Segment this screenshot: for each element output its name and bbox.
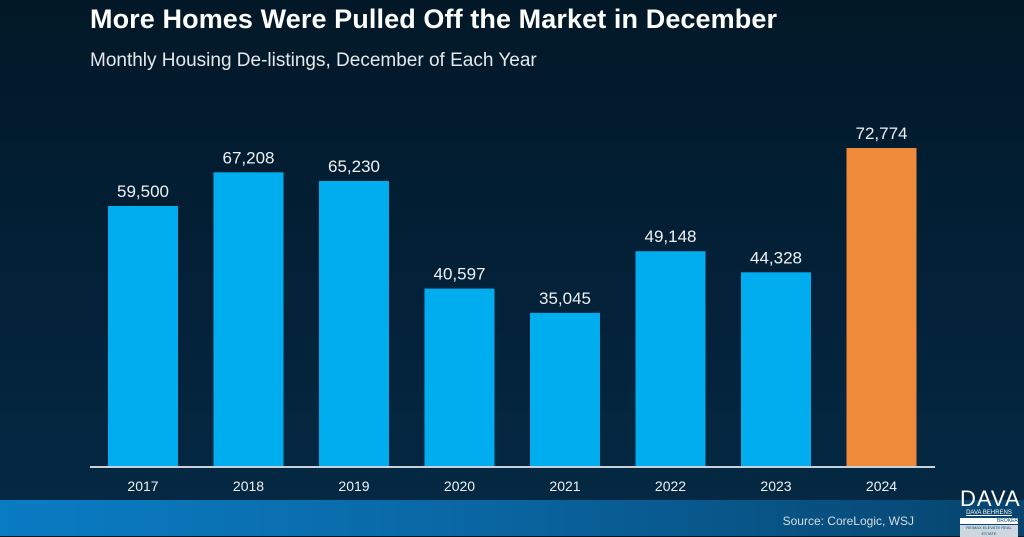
chart-subtitle: Monthly Housing De-listings, December of…	[90, 50, 537, 71]
value-labels-group: 59,500 67,208 65,230 40,597 35,045 49,148 44,3…	[117, 124, 908, 308]
value-label-2024: 72,774	[856, 124, 908, 143]
bar-chart: 59,500 67,208 65,230 40,597 35,045 49,148 44,3…	[90, 124, 935, 494]
x-tick-label-2022: 2022	[655, 478, 686, 494]
x-tick-labels-group: 2017 2018 2019 2020 2021 2022 2023 2024	[127, 478, 897, 494]
value-label-2023: 44,328	[750, 248, 802, 267]
logo-name-text: DAVA BEHRENS	[966, 510, 1012, 516]
x-tick-label-2024: 2024	[866, 478, 897, 494]
bar-2022	[635, 251, 706, 466]
x-tick-label-2018: 2018	[233, 478, 264, 494]
bar-2018	[213, 172, 284, 466]
value-label-2019: 65,230	[328, 157, 380, 176]
bar-2021	[530, 312, 600, 466]
bar-2024	[846, 148, 917, 466]
footer-band	[0, 500, 1024, 536]
bar-2019	[319, 180, 389, 466]
x-tick-label-2020: 2020	[444, 478, 475, 494]
value-label-2017: 59,500	[117, 182, 169, 201]
bar-2017	[108, 206, 178, 466]
chart-title: More Homes Were Pulled Off the Market in…	[90, 4, 778, 34]
logo-role-text: BROKER	[960, 518, 1018, 524]
x-tick-label-2017: 2017	[127, 478, 158, 494]
value-label-2021: 35,045	[539, 289, 591, 308]
bar-2020	[424, 288, 495, 466]
x-tick-label-2019: 2019	[338, 478, 369, 494]
source-note: Source: CoreLogic, WSJ	[782, 514, 914, 528]
x-tick-label-2021: 2021	[549, 478, 580, 494]
bars-group	[108, 148, 917, 466]
x-tick-label-2023: 2023	[760, 478, 791, 494]
value-label-2022: 49,148	[645, 227, 697, 246]
logo-tagline: RE/MAX ELEVATE REAL ESTATE	[960, 525, 1018, 537]
logo-main-text: DAVA	[960, 486, 1021, 511]
bar-2023	[741, 272, 811, 466]
brand-logo: DAVA DAVA BEHRENS BROKER RE/MAX ELEVATE …	[960, 486, 1021, 537]
value-label-2018: 67,208	[223, 148, 275, 167]
value-label-2020: 40,597	[434, 265, 486, 284]
